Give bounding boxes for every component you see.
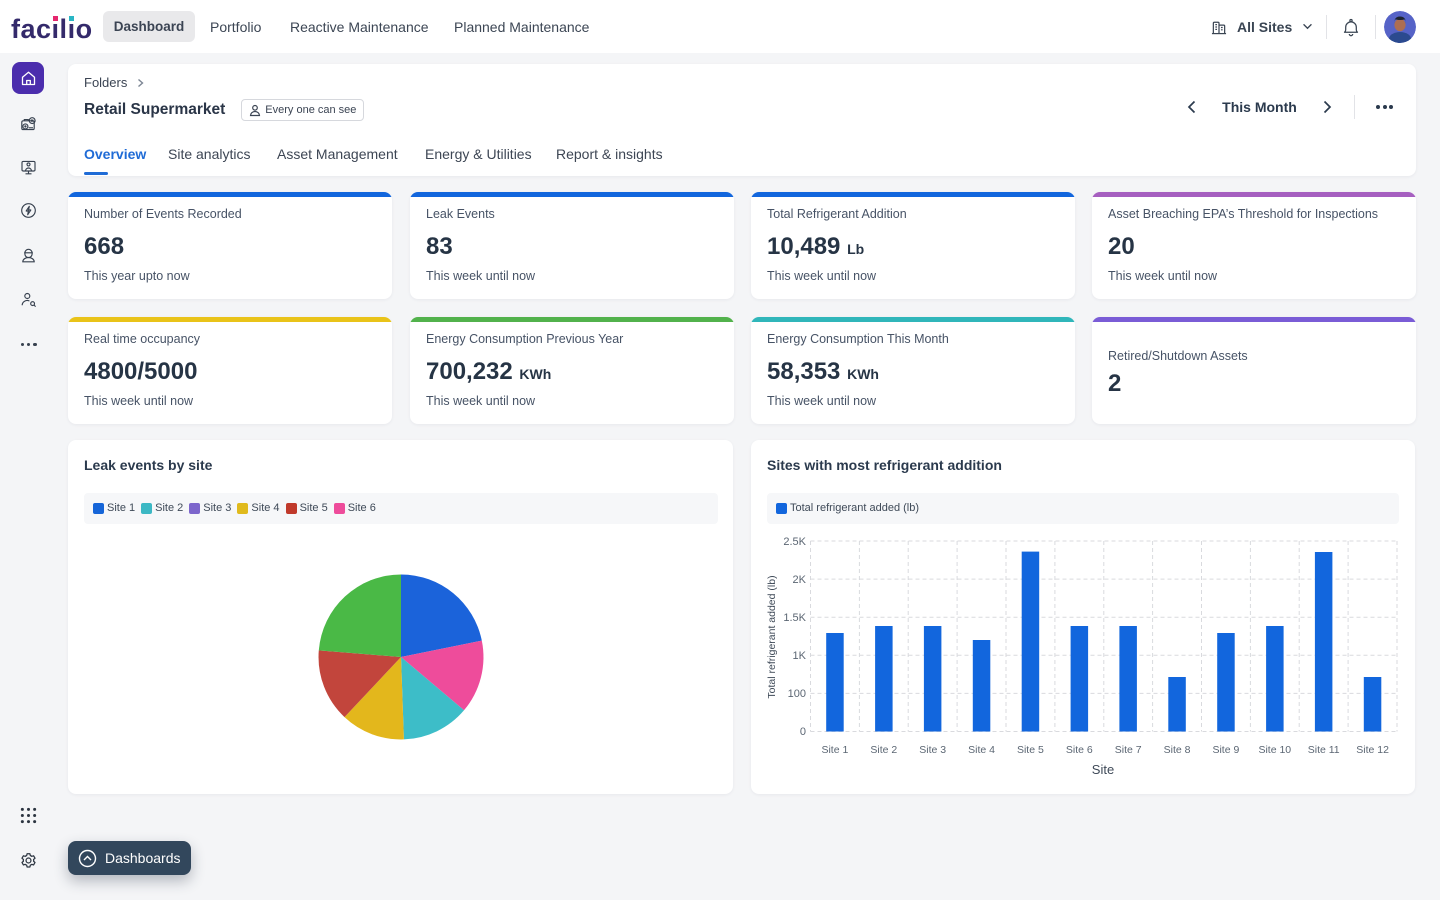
svg-text:Site 3: Site 3 xyxy=(919,744,946,756)
svg-text:0: 0 xyxy=(800,726,806,738)
svg-text:1K: 1K xyxy=(793,650,807,662)
svg-text:Site 11: Site 11 xyxy=(1308,744,1340,756)
svg-text:Site 2: Site 2 xyxy=(870,744,897,756)
svg-text:100: 100 xyxy=(788,688,806,700)
svg-text:1.5K: 1.5K xyxy=(783,612,806,624)
svg-text:Site 4: Site 4 xyxy=(968,744,995,756)
svg-text:Total refrigerant added (lb): Total refrigerant added (lb) xyxy=(766,575,778,698)
svg-text:Site: Site xyxy=(1092,762,1114,777)
svg-text:Site 6: Site 6 xyxy=(1066,744,1093,756)
svg-text:Site 12: Site 12 xyxy=(1356,744,1389,756)
svg-text:Site 5: Site 5 xyxy=(1017,744,1044,756)
svg-text:Site 7: Site 7 xyxy=(1115,744,1142,756)
svg-text:Site 1: Site 1 xyxy=(821,744,848,756)
svg-text:Site 10: Site 10 xyxy=(1258,744,1291,756)
svg-text:2.5K: 2.5K xyxy=(783,536,806,548)
svg-text:Site 8: Site 8 xyxy=(1164,744,1191,756)
svg-text:2K: 2K xyxy=(793,574,807,586)
svg-text:Site 9: Site 9 xyxy=(1212,744,1239,756)
